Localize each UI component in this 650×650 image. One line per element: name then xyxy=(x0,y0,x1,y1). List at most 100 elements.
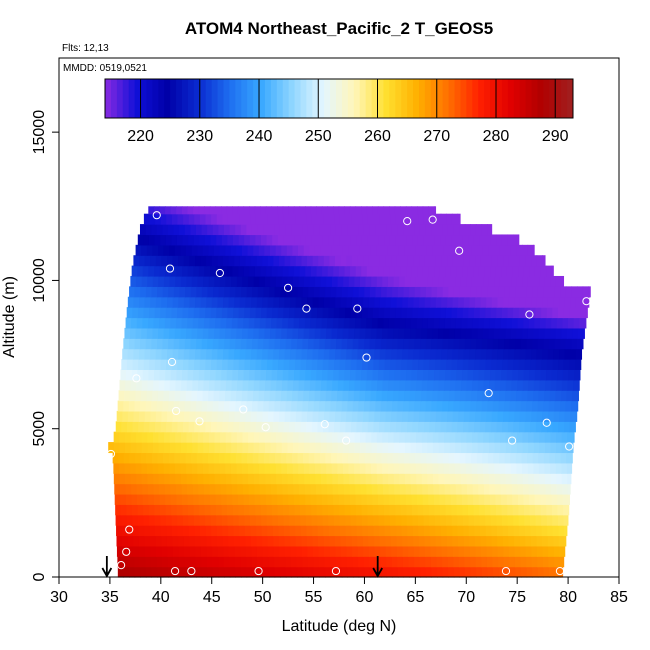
curtain-cell xyxy=(549,452,556,464)
curtain-cell xyxy=(226,483,233,495)
curtain-cell xyxy=(493,286,500,298)
curtain-cell xyxy=(136,431,143,443)
curtain-cell xyxy=(418,359,425,370)
curtain-cell xyxy=(238,234,245,246)
curtain-cell xyxy=(169,431,176,443)
curtain-cell xyxy=(391,224,399,236)
curtain-cell xyxy=(306,535,314,547)
curtain-cell xyxy=(344,265,351,277)
curtain-cell xyxy=(371,317,379,329)
curtain-cell xyxy=(175,317,183,329)
curtain-cell xyxy=(541,514,548,526)
curtain-cell xyxy=(477,244,484,256)
curtain-cell xyxy=(256,348,263,360)
curtain-cell xyxy=(225,390,232,402)
curtain-cell xyxy=(498,556,505,568)
curtain-cell xyxy=(197,275,204,287)
curtain-cell xyxy=(550,473,557,485)
curtain-cell xyxy=(132,307,139,319)
curtain-cell xyxy=(335,255,342,267)
curtain-cell xyxy=(179,566,186,578)
curtain-cell xyxy=(309,379,317,391)
curtain-cell xyxy=(172,255,179,267)
curtain-cell xyxy=(560,566,564,578)
curtain-cell xyxy=(212,545,219,557)
curtain-cell xyxy=(343,379,350,391)
curtain-cell xyxy=(285,400,292,412)
curtain-cell xyxy=(454,462,462,474)
curtain-cell xyxy=(388,442,395,454)
curtain-cell xyxy=(564,296,571,308)
curtain-cell xyxy=(262,556,270,568)
colorbar-band xyxy=(164,79,171,118)
curtain-cell xyxy=(157,452,164,464)
curtain-cell xyxy=(275,462,282,474)
curtain-cell xyxy=(310,493,317,505)
curtain-cell xyxy=(132,525,140,537)
curtain-cell xyxy=(323,213,330,225)
curtain-cell xyxy=(301,255,308,267)
curtain-cell xyxy=(389,493,396,505)
curtain-cell xyxy=(301,296,308,308)
curtain-cell xyxy=(352,556,359,568)
curtain-cell xyxy=(329,296,336,308)
curtain-cell xyxy=(308,400,315,412)
curtain-cell xyxy=(299,483,306,495)
curtain-cell xyxy=(386,400,393,412)
curtain-cell xyxy=(283,421,290,433)
curtain-cell xyxy=(279,296,286,308)
curtain-cell xyxy=(522,327,529,339)
curtain-cell xyxy=(432,431,440,443)
curtain-cell xyxy=(412,421,419,433)
curtain-cell xyxy=(196,400,203,412)
curtain-cell xyxy=(463,525,470,537)
curtain-cell xyxy=(261,421,268,433)
curtain-cell xyxy=(187,504,195,516)
curtain-cell xyxy=(371,483,379,495)
curtain-cell xyxy=(288,234,296,246)
curtain-cell xyxy=(362,359,369,370)
curtain-cell xyxy=(151,224,158,236)
curtain-cell xyxy=(379,213,386,225)
curtain-cell xyxy=(273,255,280,267)
curtain-cell xyxy=(226,317,233,329)
curtain-cell xyxy=(230,244,237,256)
curtain-cell xyxy=(162,566,169,578)
curtain-cell xyxy=(426,462,434,474)
curtain-cell xyxy=(221,206,228,215)
curtain-cell xyxy=(279,545,286,557)
curtain-cell xyxy=(440,359,447,370)
curtain-cell xyxy=(178,535,185,547)
flight-track-point xyxy=(152,211,161,220)
curtain-cell xyxy=(386,556,393,568)
curtain-cell xyxy=(501,265,508,277)
curtain-cell xyxy=(253,327,260,339)
curtain-cell xyxy=(338,317,345,329)
curtain-cell xyxy=(222,421,229,433)
curtain-cell xyxy=(459,400,466,412)
curtain-cell xyxy=(337,462,344,474)
curtain-cell xyxy=(349,483,356,495)
curtain-cell xyxy=(309,390,316,402)
curtain-cell xyxy=(347,400,354,412)
curtain-cell xyxy=(189,296,196,308)
curtain-cell xyxy=(244,421,251,433)
curtain-cell xyxy=(189,255,196,267)
curtain-cell xyxy=(333,307,341,319)
curtain-cell xyxy=(477,473,485,485)
curtain-cell xyxy=(411,504,419,516)
curtain-cell xyxy=(335,348,342,360)
curtain-cell xyxy=(360,317,367,329)
curtain-cell xyxy=(340,525,347,537)
colorbar-band xyxy=(330,79,337,118)
curtain-cell xyxy=(490,514,497,526)
curtain-cell xyxy=(553,545,560,557)
curtain-cell xyxy=(294,359,302,370)
curtain-cell xyxy=(175,275,182,287)
curtain-cell xyxy=(461,317,468,329)
curtain-cell xyxy=(510,452,517,464)
curtain-cell xyxy=(504,400,511,412)
curtain-cell xyxy=(474,514,481,526)
curtain-cell xyxy=(371,442,378,454)
curtain-cell xyxy=(287,379,294,391)
